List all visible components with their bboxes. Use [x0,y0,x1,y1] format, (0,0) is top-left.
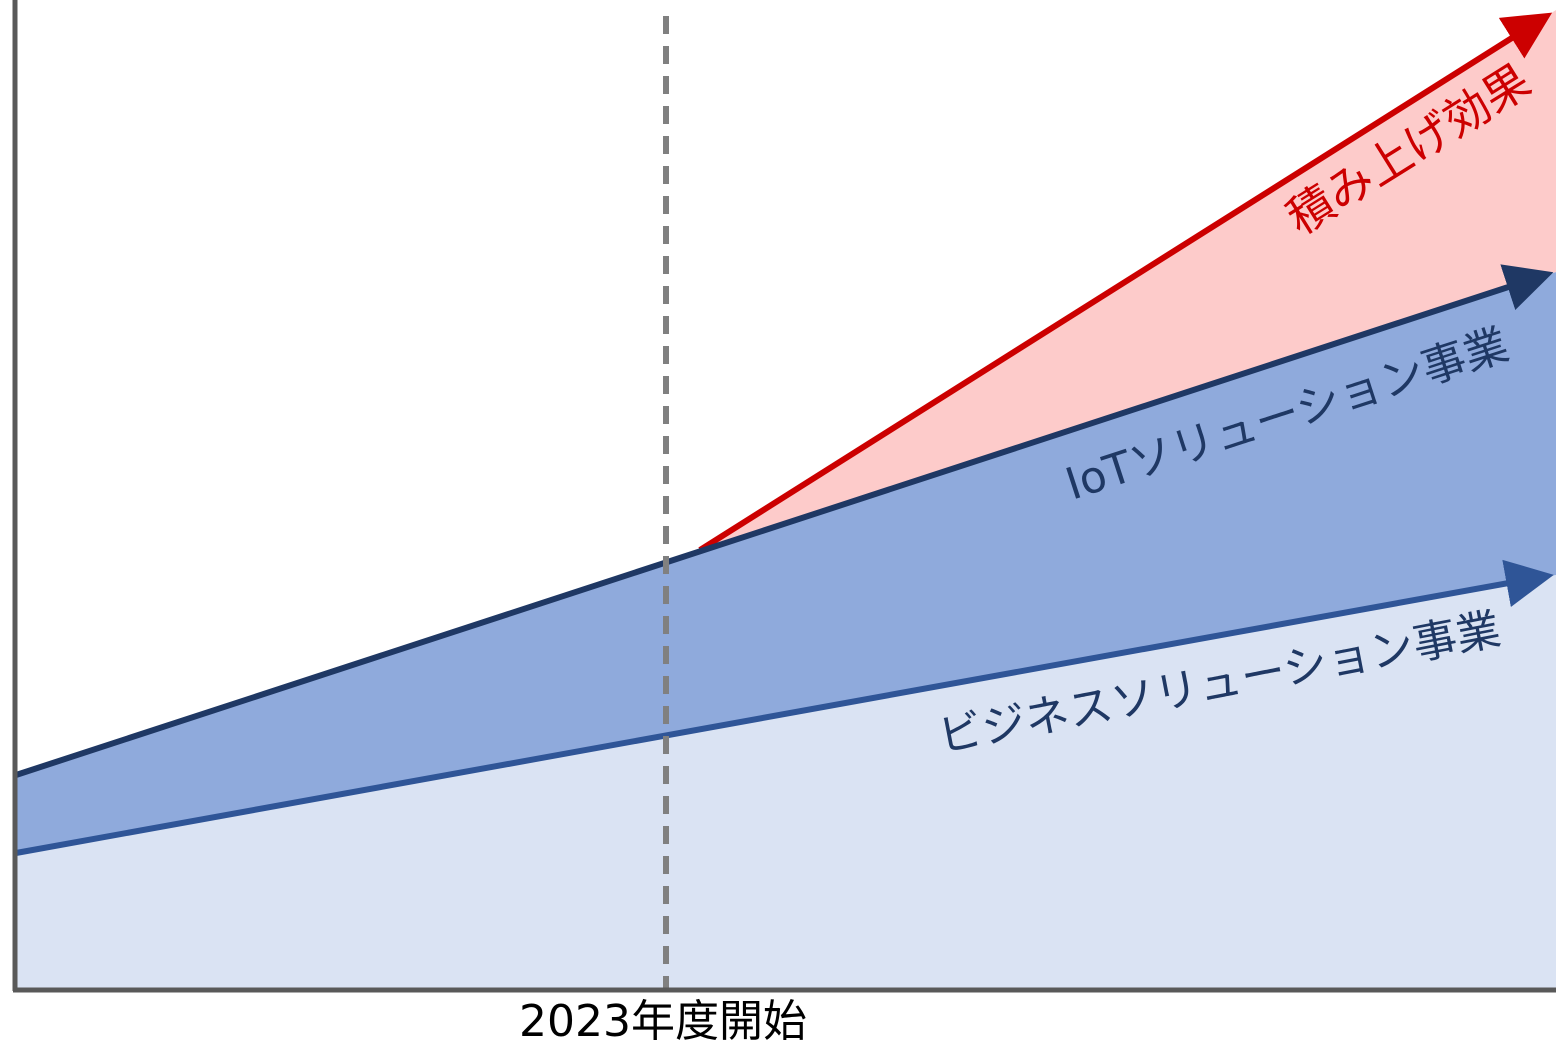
start-marker-label: 2023年度開始 [519,996,807,1043]
business-solutions-arrow [15,559,1554,856]
stacking-effect-arrow [698,12,1553,553]
iot-solutions-arrow [15,264,1554,778]
business-solutions-area [16,853,1556,988]
iot-solutions-area [16,272,1556,853]
